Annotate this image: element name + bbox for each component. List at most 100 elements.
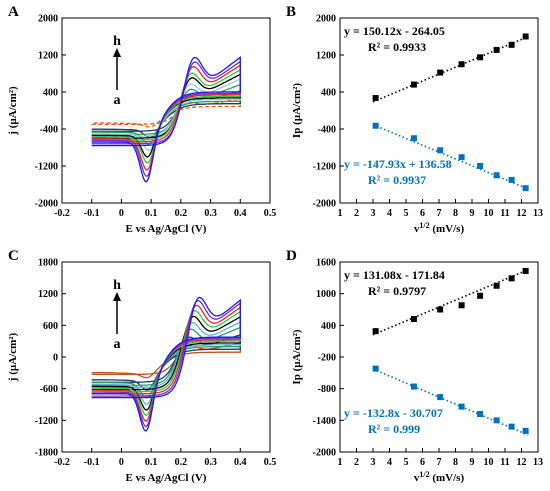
data-point xyxy=(458,302,465,309)
plot-frame xyxy=(61,261,271,453)
x-tick-label: 0 xyxy=(119,457,124,468)
scan-rate-arrowhead xyxy=(113,292,121,301)
data-point xyxy=(410,81,417,88)
curve-label-top: h xyxy=(113,278,121,293)
fit-line xyxy=(372,268,529,336)
y-tick-label: -400 xyxy=(318,125,336,136)
data-point xyxy=(437,394,444,401)
y-tick-label: -800 xyxy=(318,384,336,395)
x-tick-label: 11 xyxy=(500,457,509,468)
x-tick-label: 2 xyxy=(354,457,359,468)
data-point xyxy=(508,41,515,48)
y-tick-label: -1400 xyxy=(313,416,336,427)
x-axis-title: E vs Ag/AgCl (V) xyxy=(126,472,207,484)
y-axis-title: j (µA/cm²) xyxy=(7,86,19,136)
data-point xyxy=(410,135,417,142)
data-point xyxy=(493,172,500,179)
data-point xyxy=(508,275,515,282)
x-tick-label: 6 xyxy=(420,457,425,468)
plot-frame xyxy=(61,17,271,204)
x-tick-label: 1 xyxy=(338,208,343,219)
y-tick-label: -2000 xyxy=(35,199,58,210)
x-axis-title: v1/2 (mV/s) xyxy=(414,221,465,235)
r-squared-lower: R² = 0.999 xyxy=(368,422,420,436)
y-tick-label: -600 xyxy=(40,384,58,395)
y-tick-label: 1800 xyxy=(38,258,58,269)
x-tick-label: 0.4 xyxy=(234,208,247,219)
x-tick-label: 9 xyxy=(470,457,475,468)
data-point xyxy=(508,423,515,430)
y-tick-label: -1200 xyxy=(35,162,58,173)
x-tick-label: 3 xyxy=(371,457,376,468)
curve-label-bottom: a xyxy=(114,337,121,352)
data-point xyxy=(477,54,484,61)
data-point xyxy=(477,292,484,299)
equation-upper: y = 131.08x - 171.84 xyxy=(344,268,445,282)
data-point xyxy=(372,328,379,335)
data-point xyxy=(493,282,500,289)
x-tick-label: 7 xyxy=(437,208,442,219)
x-tick-label: 13 xyxy=(533,208,543,219)
y-tick-label: 1200 xyxy=(316,51,336,62)
data-point xyxy=(458,154,465,161)
equation-upper: y = 150.12x - 264.05 xyxy=(344,24,445,38)
y-tick-label: -1200 xyxy=(313,162,336,173)
y-axis-title: Ip (µA/cm²) xyxy=(291,83,303,138)
x-tick-label: 8 xyxy=(453,208,458,219)
r-squared-upper: R² = 0.9797 xyxy=(368,284,426,298)
data-point xyxy=(372,95,379,102)
y-tick-label: -2000 xyxy=(313,448,336,459)
x-tick-label: 2 xyxy=(354,208,359,219)
y-tick-label: 1600 xyxy=(316,258,336,269)
curve-label-bottom: a xyxy=(114,93,121,108)
panel-letter: C xyxy=(8,248,19,264)
x-axis-title: E vs Ag/AgCl (V) xyxy=(126,223,207,235)
panel-b: By = 150.12x - 264.05 R² = 0.9933 y = -147… xyxy=(286,4,543,235)
x-tick-label: 5 xyxy=(404,208,409,219)
x-tick-label: 7 xyxy=(437,457,442,468)
x-tick-label: 9 xyxy=(470,208,475,219)
equation-lower: y = -132.8x - 30.707 xyxy=(344,406,443,420)
y-tick-label: -1200 xyxy=(35,416,58,427)
y-tick-label: -2000 xyxy=(313,199,336,210)
cv-curve-i xyxy=(91,296,241,432)
panel-letter: D xyxy=(286,248,297,264)
x-tick-label: 0.4 xyxy=(234,457,247,468)
x-tick-label: 4 xyxy=(387,208,392,219)
curve-label-top: h xyxy=(113,34,121,49)
x-tick-label: -0.2 xyxy=(54,457,70,468)
data-point xyxy=(493,417,500,424)
y-tick-label: 1200 xyxy=(38,289,58,300)
data-point xyxy=(458,61,465,68)
equation-lower: y = -147.93x + 136.58 xyxy=(344,157,452,171)
fit-line xyxy=(372,35,529,103)
x-tick-label: 0.5 xyxy=(264,457,277,468)
x-tick-label: 0.2 xyxy=(175,208,188,219)
fit-line xyxy=(372,368,529,436)
x-tick-label: 0.3 xyxy=(204,457,217,468)
data-point xyxy=(477,411,484,417)
y-tick-label: 400 xyxy=(321,88,336,99)
scan-rate-arrowhead xyxy=(113,48,121,57)
x-tick-label: 11 xyxy=(500,208,509,219)
y-tick-label: 2000 xyxy=(38,14,58,25)
y-tick-label: 400 xyxy=(321,321,336,332)
x-tick-label: 12 xyxy=(517,208,527,219)
x-tick-label: 0.2 xyxy=(175,457,188,468)
data-point xyxy=(493,46,500,53)
y-tick-label: -1800 xyxy=(35,448,58,459)
x-tick-label: 0.3 xyxy=(204,208,217,219)
x-tick-label: 13 xyxy=(533,457,543,468)
r-squared-upper: R² = 0.9933 xyxy=(368,40,426,54)
x-tick-label: 0 xyxy=(119,208,124,219)
y-tick-label: -200 xyxy=(318,353,336,364)
data-point xyxy=(508,176,515,183)
x-tick-label: 8 xyxy=(453,457,458,468)
x-tick-label: 4 xyxy=(387,457,392,468)
x-tick-label: 0.5 xyxy=(264,208,277,219)
x-tick-label: 3 xyxy=(371,208,376,219)
panel-letter: A xyxy=(8,4,19,20)
data-point xyxy=(522,427,529,434)
data-point xyxy=(522,33,529,40)
data-point xyxy=(522,185,529,192)
